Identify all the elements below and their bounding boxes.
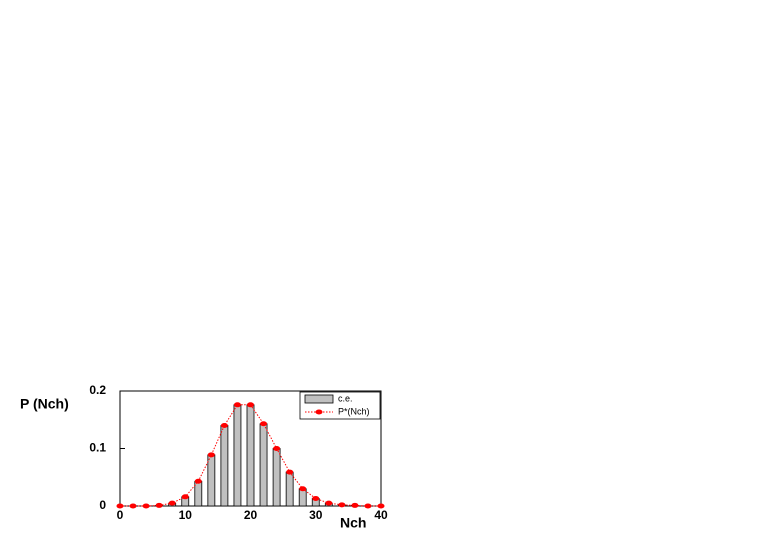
bar	[285, 471, 294, 507]
x-tick-label: 20	[244, 508, 258, 522]
point	[364, 503, 372, 509]
point	[233, 402, 241, 408]
bar	[220, 425, 229, 507]
y-axis-label: P (Nch)	[20, 396, 69, 412]
legend-label: P*(Nch)	[338, 406, 370, 416]
point	[260, 421, 268, 427]
x-axis-label: Nch	[340, 515, 366, 531]
point	[129, 503, 137, 509]
x-tick-label: 10	[179, 508, 193, 522]
bar	[259, 423, 268, 507]
point	[247, 402, 254, 408]
y-tick-label: 0.2	[89, 383, 106, 397]
point	[168, 500, 176, 506]
point	[325, 500, 333, 506]
point	[351, 502, 359, 508]
point	[142, 503, 150, 509]
bar	[298, 488, 307, 507]
x-tick-label: 0	[117, 508, 124, 522]
y-tick-label: 0	[99, 498, 106, 512]
point	[286, 469, 294, 475]
point	[377, 503, 385, 509]
bar	[207, 454, 216, 507]
bar	[272, 448, 281, 507]
bar	[194, 480, 203, 507]
point	[273, 446, 281, 451]
point	[194, 478, 202, 484]
bar	[246, 404, 255, 507]
point	[181, 494, 189, 500]
point	[312, 496, 320, 502]
y-tick-label: 0.1	[89, 441, 106, 455]
point	[220, 423, 228, 428]
point	[155, 502, 163, 508]
point	[207, 452, 215, 458]
x-tick-label: 40	[374, 508, 388, 522]
point	[338, 502, 346, 508]
legend-marker	[315, 409, 323, 415]
legend-swatch	[304, 394, 334, 404]
x-tick-label: 30	[309, 508, 323, 522]
point	[116, 503, 124, 509]
point	[299, 486, 307, 492]
legend-label: c.e.	[338, 393, 353, 403]
bar	[233, 404, 242, 507]
